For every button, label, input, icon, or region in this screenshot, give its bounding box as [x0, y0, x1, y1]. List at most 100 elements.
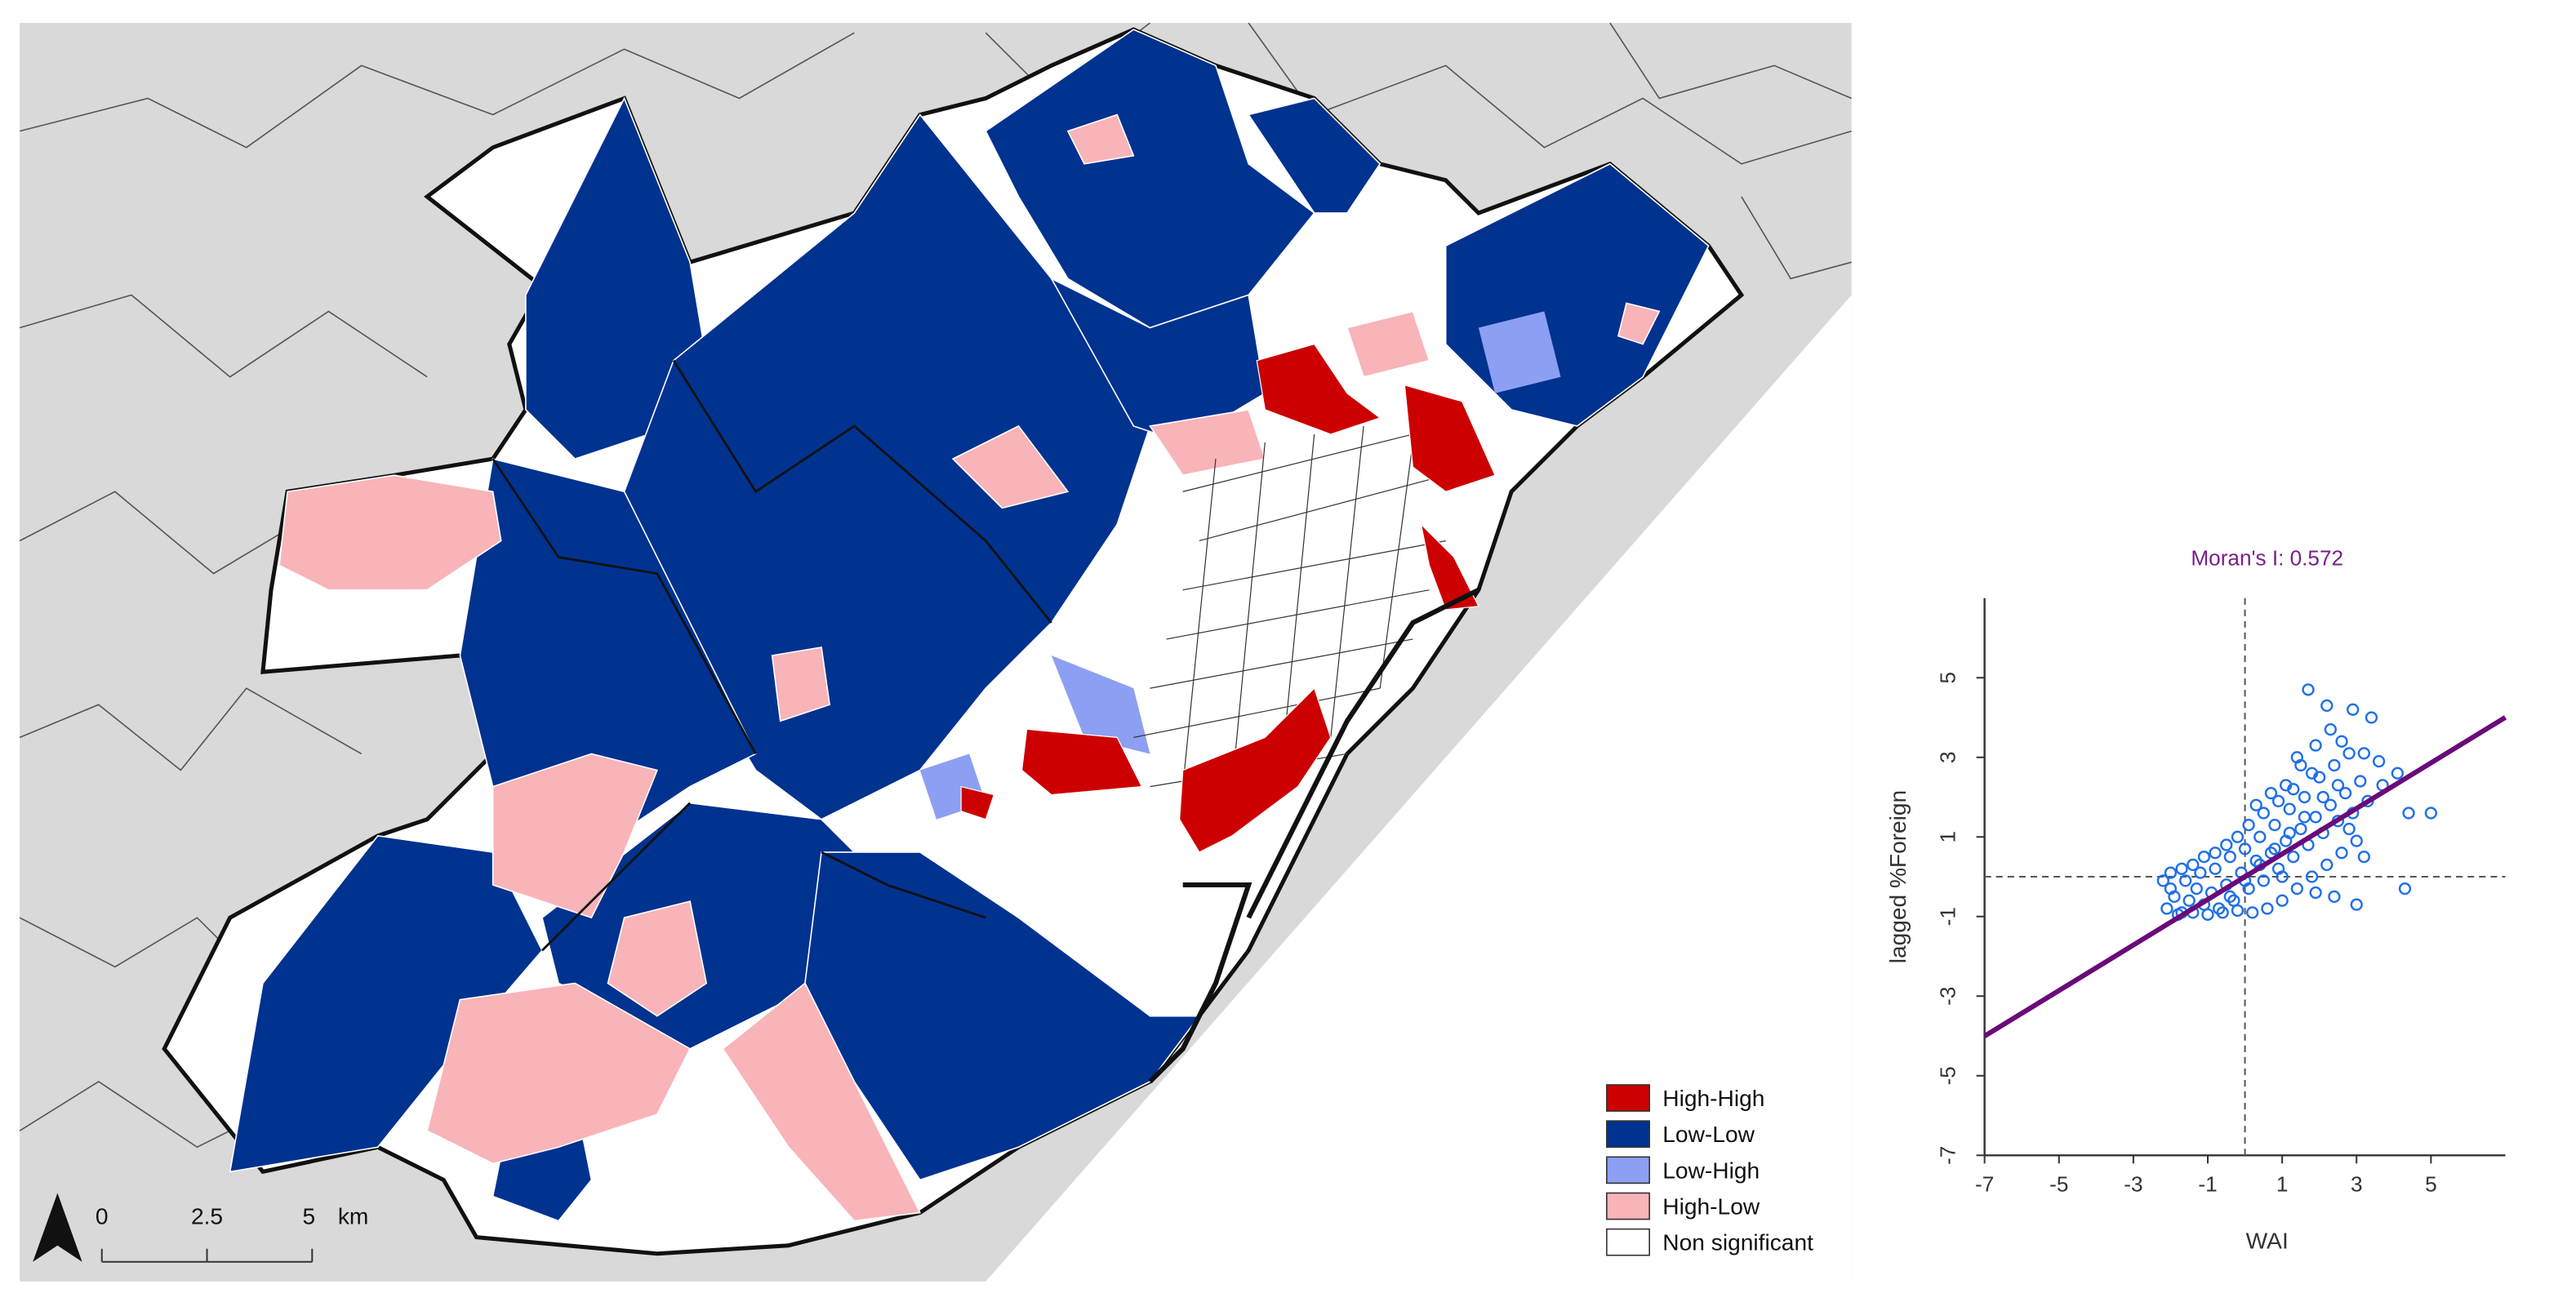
legend-swatch-high-high [1606, 1084, 1650, 1112]
scatter-point [2216, 906, 2229, 919]
scale-tick-2-5: 2.5 [191, 1204, 223, 1229]
scatter-point [2320, 858, 2334, 872]
x-axis-label: WAI [2246, 1229, 2289, 1254]
scatter-point [2257, 874, 2270, 887]
scatter-point [2309, 739, 2322, 752]
legend-swatch-low-low [1606, 1120, 1650, 1149]
x-tick-label: 1 [2276, 1171, 2289, 1196]
scatter-point [2197, 851, 2211, 864]
scatter-point [2261, 902, 2274, 915]
y-tick-label: 5 [1935, 672, 1960, 684]
scatter-point [2328, 890, 2341, 904]
scatter-point [2305, 870, 2319, 883]
moran-scatter-plot: Moran's I: 0.572 WAI lagged %Foreign -7-… [1885, 546, 2507, 1254]
scatter-point [2335, 847, 2348, 860]
scatter-point [2302, 683, 2315, 696]
scatter-point [2264, 787, 2278, 800]
x-tick-label: -7 [1975, 1171, 1994, 1196]
scatter-point [2290, 751, 2303, 764]
scatter-point [2347, 703, 2360, 716]
scatter-point [2342, 822, 2356, 836]
y-tick-label: -3 [1935, 987, 1960, 1006]
scatter-point [2268, 819, 2281, 832]
legend-label-high-low: High-Low [1662, 1194, 1760, 1220]
scatter-point [2305, 767, 2319, 780]
scatter-point [2249, 798, 2262, 811]
high-high-areas [960, 343, 1496, 853]
scatter-point [2175, 862, 2188, 875]
scatter-point [2331, 779, 2345, 792]
y-tick-label: 3 [1935, 751, 1960, 763]
scatter-point [2365, 711, 2378, 724]
scatter-point [2350, 898, 2363, 911]
scatter-point [2335, 735, 2348, 748]
scatter-point [2298, 790, 2311, 804]
scatter-point [2231, 904, 2245, 918]
scatter-point [2402, 807, 2415, 820]
scatter-point [2324, 798, 2337, 811]
scatter-point [2179, 874, 2192, 887]
scale-tick-0: 0 [96, 1204, 109, 1229]
scatter-point [2187, 858, 2200, 872]
scatter-point [2372, 754, 2386, 768]
y-tick-label: 1 [1935, 831, 1960, 843]
scatter-point [2350, 834, 2363, 847]
legend-label-low-low: Low-Low [1662, 1122, 1755, 1147]
scatter-point [2283, 802, 2296, 815]
scatter-point [2249, 854, 2262, 868]
port-outline [1148, 588, 1480, 1084]
regression-line [1983, 715, 2507, 1038]
low-low-areas [229, 29, 1710, 1222]
scatter-point [2298, 811, 2311, 824]
scatter-point [2242, 819, 2255, 832]
map-panel [19, 22, 1852, 1282]
scatter-point [2182, 894, 2196, 907]
scatter-point [2316, 790, 2329, 804]
scatter-point [2223, 851, 2236, 864]
scatter-point [2357, 851, 2370, 864]
x-tick-label: 3 [2351, 1171, 2363, 1196]
scatter-point [2424, 807, 2438, 820]
legend-swatch-non-significant [1606, 1228, 1650, 1256]
scatter-point [2287, 783, 2300, 796]
scatter-point [2276, 894, 2289, 907]
scatter-point [2324, 722, 2337, 736]
scatter-point [2342, 747, 2356, 760]
legend-swatch-high-low [1606, 1192, 1650, 1220]
city-center-mesh [1133, 425, 1446, 788]
scatter-point [2209, 847, 2222, 860]
scatter-point [2220, 838, 2233, 851]
high-low-areas [278, 113, 1661, 1222]
scatter-point [2276, 870, 2289, 883]
scatter-point [2338, 787, 2352, 800]
scatter-point [2357, 747, 2370, 760]
x-tick-label: -3 [2124, 1171, 2142, 1196]
legend-label-high-high: High-High [1662, 1086, 1764, 1111]
scale-unit: km [338, 1204, 369, 1229]
scatter-point [2164, 866, 2178, 879]
scatter-point [2309, 886, 2322, 900]
scatter-point [2213, 902, 2226, 915]
scatter-point [2398, 882, 2412, 895]
scatter-point [2194, 866, 2207, 879]
x-tick-label: -5 [2049, 1171, 2068, 1196]
scale-tick-5: 5 [302, 1204, 315, 1229]
scatter-point [2268, 842, 2281, 855]
scatter-point [2160, 902, 2173, 915]
map-legend: High-High Low-Low Low-High High-Low Non sign… [1606, 1084, 1813, 1256]
legend-label-non-significant: Non significant [1662, 1230, 1813, 1255]
north-arrow-icon [33, 1193, 82, 1262]
scatter-point [2320, 699, 2334, 713]
scatter-point [2354, 775, 2367, 788]
scatter-point [2328, 758, 2341, 772]
x-tick-label: 5 [2425, 1171, 2437, 1196]
y-axis-label: lagged %Foreign [1885, 790, 1911, 963]
scatter-point [2246, 906, 2259, 919]
scatter-point [2164, 882, 2178, 895]
scatter-point [2231, 830, 2245, 843]
scatter-point [2223, 890, 2236, 904]
legend-label-low-high: Low-High [1662, 1158, 1760, 1183]
scatter-point [2283, 826, 2296, 840]
scatter-point [2257, 807, 2270, 820]
